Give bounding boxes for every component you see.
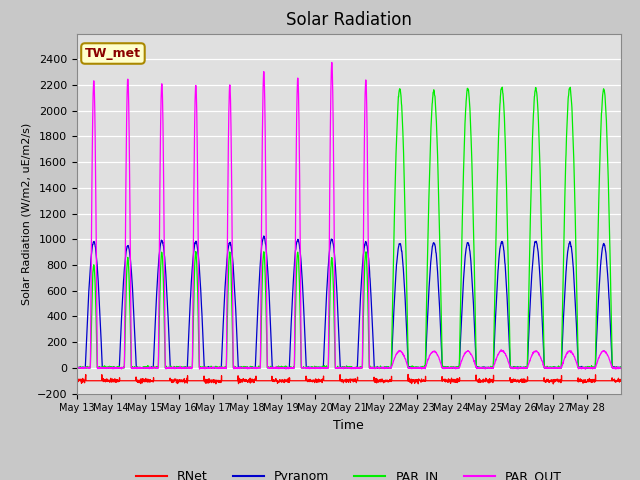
Y-axis label: Solar Radiation (W/m2, uE/m2/s): Solar Radiation (W/m2, uE/m2/s) bbox=[21, 122, 31, 305]
Text: TW_met: TW_met bbox=[85, 47, 141, 60]
X-axis label: Time: Time bbox=[333, 419, 364, 432]
Title: Solar Radiation: Solar Radiation bbox=[286, 11, 412, 29]
Legend: RNet, Pyranom, PAR_IN, PAR_OUT: RNet, Pyranom, PAR_IN, PAR_OUT bbox=[131, 465, 567, 480]
